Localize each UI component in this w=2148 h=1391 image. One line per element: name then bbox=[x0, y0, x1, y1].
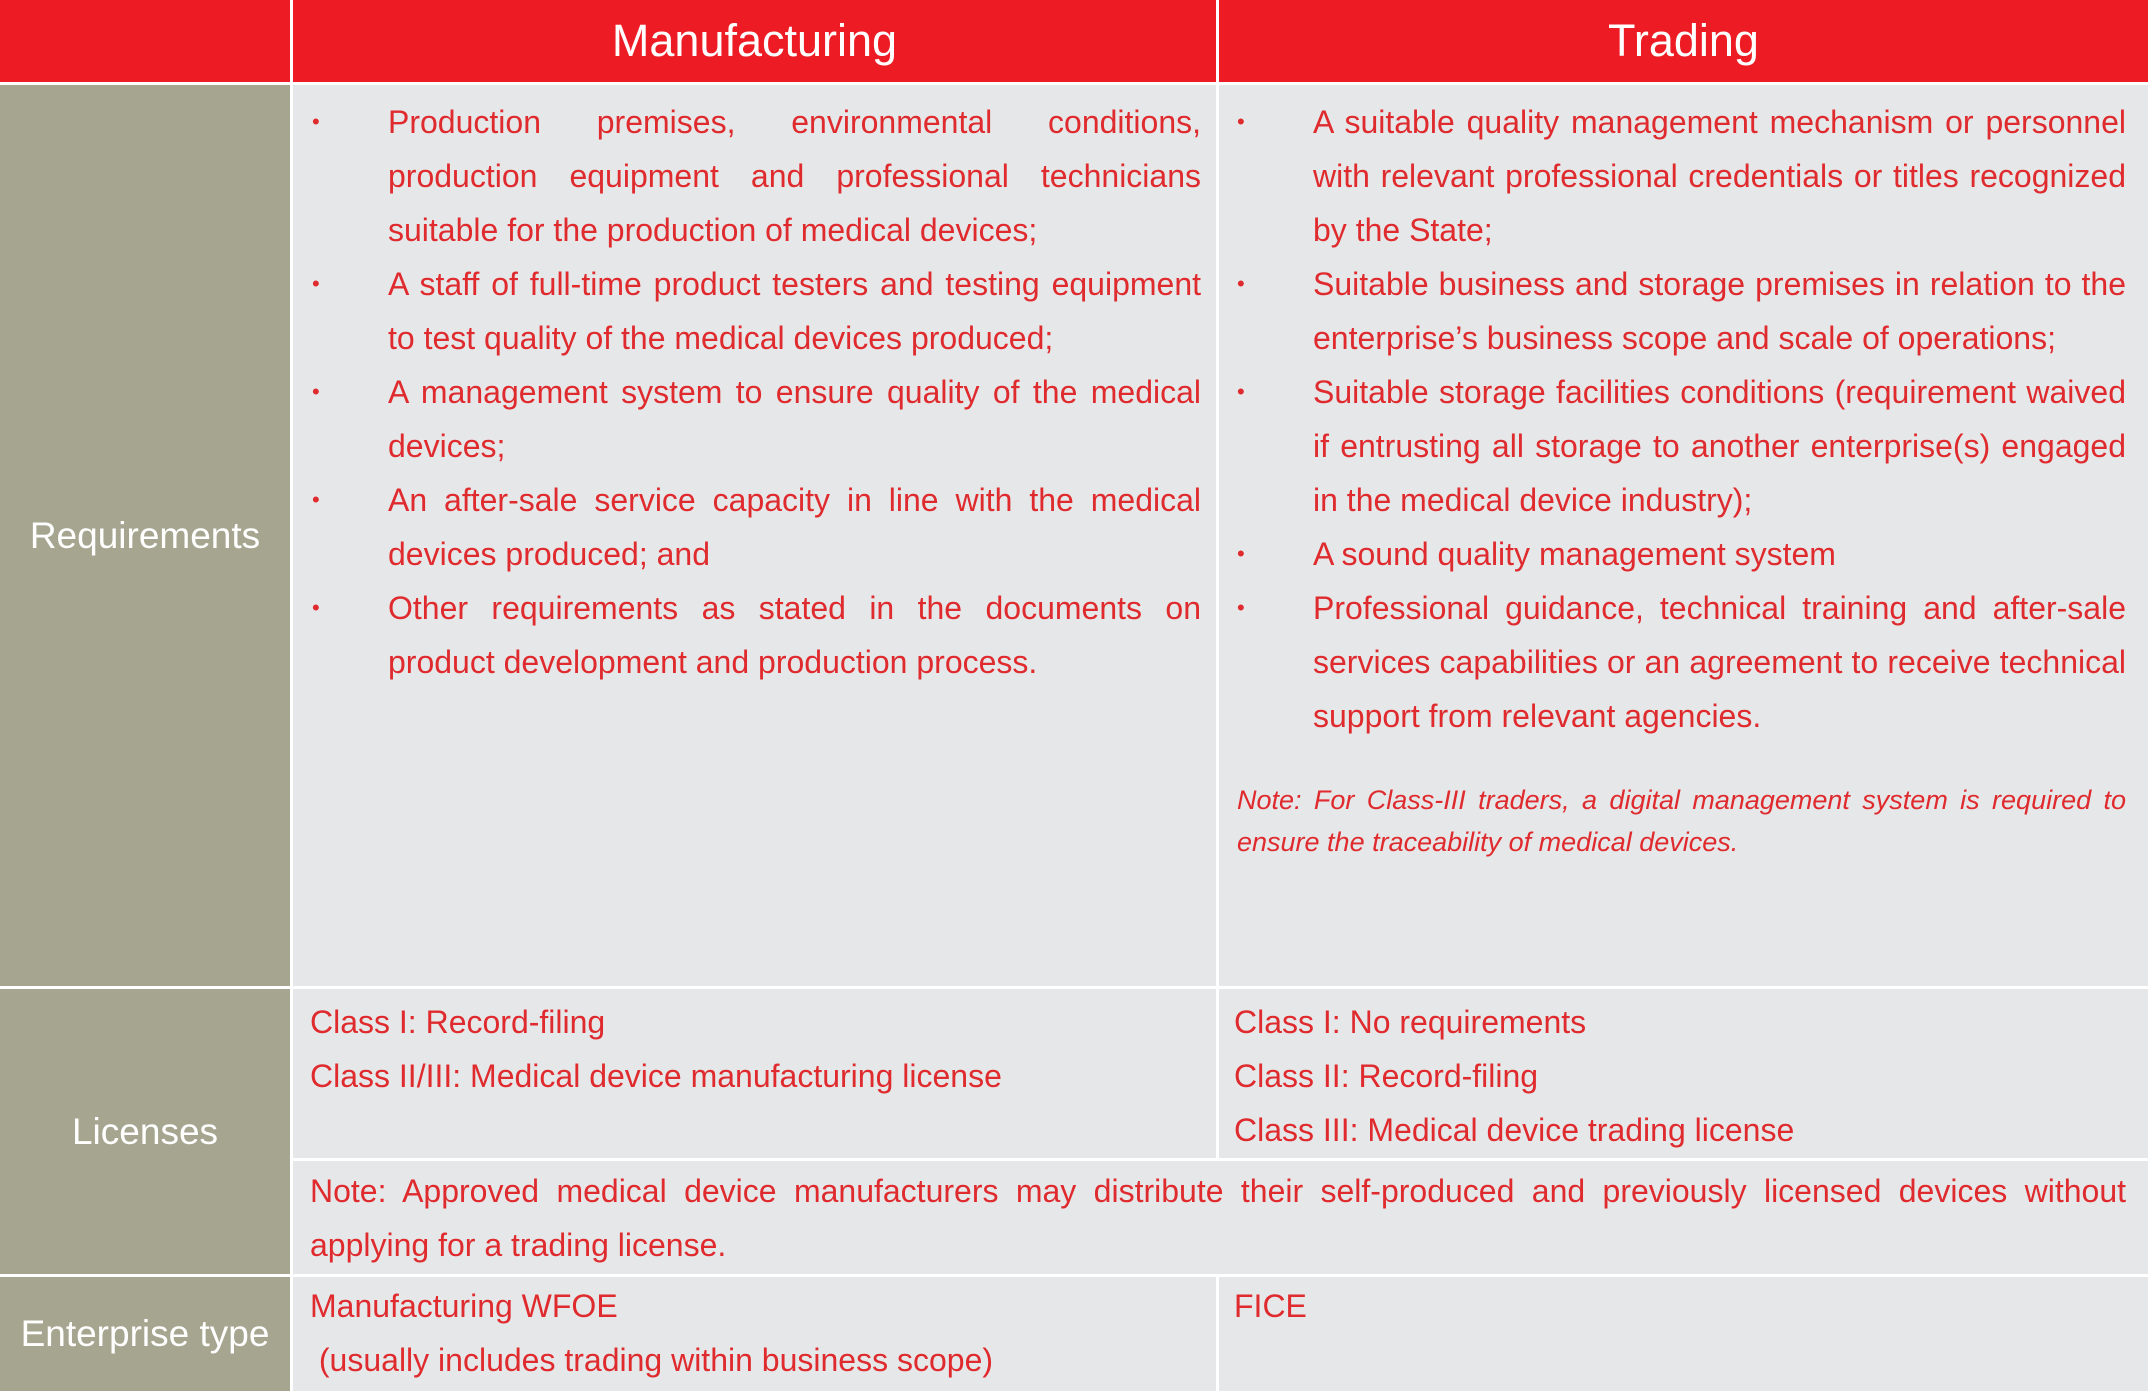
column-header: Trading bbox=[1219, 0, 2148, 82]
corner-cell bbox=[0, 0, 290, 82]
text-line: Class II/III: Medical device manufacturi… bbox=[310, 1058, 1002, 1094]
cell: FICE bbox=[1219, 1277, 2148, 1391]
text-line: Manufacturing WFOE bbox=[310, 1288, 618, 1324]
cell: Production premises, environmental condi… bbox=[293, 85, 1216, 986]
bullet-item: An after-sale service capacity in line w… bbox=[312, 473, 1201, 581]
text-line: Class I: Record-filing bbox=[310, 1004, 606, 1040]
text-line: Class I: No requirements bbox=[1234, 1004, 1587, 1040]
cell: Class I: No requirements Class II: Record… bbox=[1219, 989, 2148, 1158]
column-header: Manufacturing bbox=[293, 0, 1216, 82]
bullet-item: Suitable business and storage premises i… bbox=[1237, 257, 2126, 365]
text-line: Class II: Record-filing bbox=[1234, 1058, 1539, 1094]
bullet-item: Suitable storage facilities conditions (… bbox=[1237, 365, 2126, 527]
cell: Class I: Record-filing Class II/III: Medi… bbox=[293, 989, 1216, 1158]
bullet-item: Other requirements as stated in the docu… bbox=[312, 581, 1201, 689]
bullet-item: Professional guidance, technical trainin… bbox=[1237, 581, 2126, 743]
row-label: Enterprise type bbox=[0, 1277, 290, 1391]
text-line: FICE bbox=[1234, 1288, 1307, 1324]
cell: A suitable quality management mechanism … bbox=[1219, 85, 2148, 986]
bullet-item: A staff of full-time product testers and… bbox=[312, 257, 1201, 365]
bullet-item: Production premises, environmental condi… bbox=[312, 95, 1201, 257]
note: Note: Approved medical device manufactur… bbox=[293, 1161, 2148, 1274]
text-line: Class III: Medical device trading licens… bbox=[1234, 1112, 1795, 1148]
text-line: (usually includes trading within busines… bbox=[310, 1342, 994, 1378]
row-label: Requirements bbox=[0, 85, 290, 986]
row-label: Licenses bbox=[0, 989, 290, 1274]
cell: Manufacturing WFOE (usually includes tra… bbox=[293, 1277, 1216, 1391]
bullet-item: A sound quality management system bbox=[1237, 527, 2126, 581]
note: Note: For Class-III traders, a digital m… bbox=[1237, 785, 2126, 857]
bullet-item: A management system to ensure quality of… bbox=[312, 365, 1201, 473]
bullet-item: A suitable quality management mechanism … bbox=[1237, 95, 2126, 257]
